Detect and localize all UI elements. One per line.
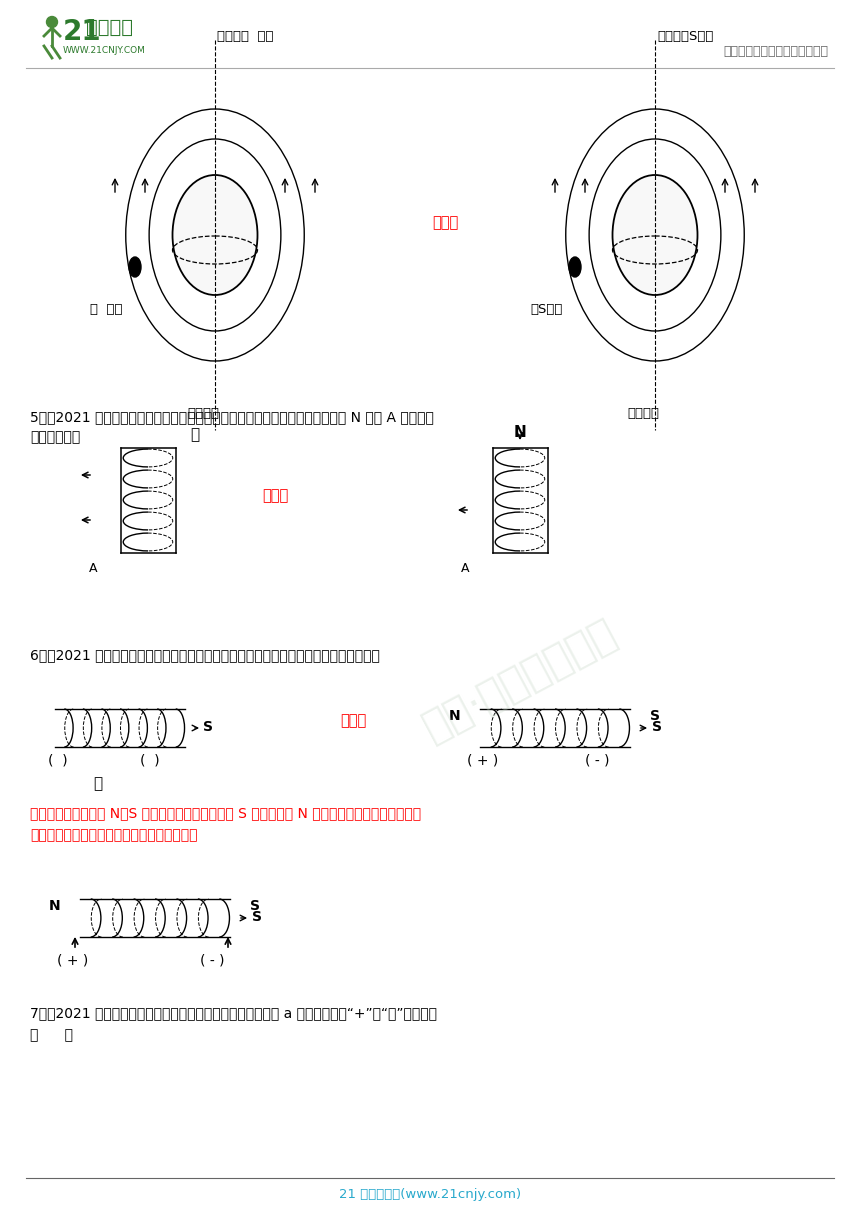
Text: 的电流方向。: 的电流方向。 [30,430,80,444]
Text: N: N [513,426,526,440]
Text: 7、（2021 湖南岳阳）如图所示，请根据小磁针指向确定电源 a 端的极性（用“+”或“－”表示）．: 7、（2021 湖南岳阳）如图所示，请根据小磁针指向确定电源 a 端的极性（用“… [30,1006,437,1020]
Text: 答案：: 答案： [432,215,458,230]
Text: A: A [89,562,97,575]
Text: 地磁的（S）极: 地磁的（S）极 [657,30,714,43]
Text: S: S [203,720,213,734]
Text: 流流向，从而确定电源的正负极，如图所示：: 流流向，从而确定电源的正负极，如图所示： [30,828,198,841]
Text: S: S [252,910,262,924]
Text: 丙: 丙 [94,776,102,790]
Text: S: S [250,899,260,913]
Text: 21: 21 [63,18,101,46]
Text: 解析：根据小磁针的 N、S 极判断出螺线管的右侧为 S 极，左侧为 N 极，在根据右手定则判断出电: 解析：根据小磁针的 N、S 极判断出螺线管的右侧为 S 极，左侧为 N 极，在根… [30,806,421,820]
Text: 6、（2021 湖北恩施）请根据图丙中小磁针静止时的指向，在括号内标出电源的正负极。: 6、（2021 湖北恩施）请根据图丙中小磁针静止时的指向，在括号内标出电源的正负… [30,648,380,662]
Text: N: N [449,709,461,724]
Text: （      ）: （ ） [30,1028,73,1042]
Ellipse shape [173,175,257,295]
Text: A: A [461,562,470,575]
Text: 地理南极: 地理南极 [627,407,659,420]
Text: S: S [652,720,662,734]
Text: 地磁的（  ）极: 地磁的（ ）极 [217,30,273,43]
Text: 答案：: 答案： [340,713,366,728]
Text: S: S [650,709,660,724]
Ellipse shape [129,257,141,277]
Text: 地理南极: 地理南极 [187,407,219,420]
Text: 中小学教育资源及组卷应用平台: 中小学教育资源及组卷应用平台 [723,45,828,58]
Text: (  ): ( ) [140,753,160,767]
Text: （  ）极: （ ）极 [90,303,122,316]
Circle shape [46,17,58,28]
Text: ( - ): ( - ) [200,955,224,968]
Text: (  ): ( ) [48,753,68,767]
Text: ( + ): ( + ) [467,753,498,767]
Ellipse shape [612,175,697,295]
Text: 答案：: 答案： [262,488,288,503]
Text: 世纪教育: 世纪教育 [86,18,133,36]
Text: ( - ): ( - ) [585,753,610,767]
Text: （S）极: （S）极 [530,303,562,316]
Text: 丙: 丙 [190,427,200,441]
Text: 5、（2021 四川广安）如图所示，请根据通电螺线管的磁感线方向标出螺线管的 N 极和 A 处导线中: 5、（2021 四川广安）如图所示，请根据通电螺线管的磁感线方向标出螺线管的 N… [30,410,434,424]
Text: 21 世纪教育网(www.21cnjy.com): 21 世纪教育网(www.21cnjy.com) [339,1188,521,1201]
Text: ( + ): ( + ) [57,955,89,968]
Text: N: N [49,899,61,913]
Ellipse shape [569,257,581,277]
Text: 心青·精选优质素材: 心青·精选优质素材 [416,612,624,749]
Text: WWW.21CNJY.COM: WWW.21CNJY.COM [63,46,146,55]
